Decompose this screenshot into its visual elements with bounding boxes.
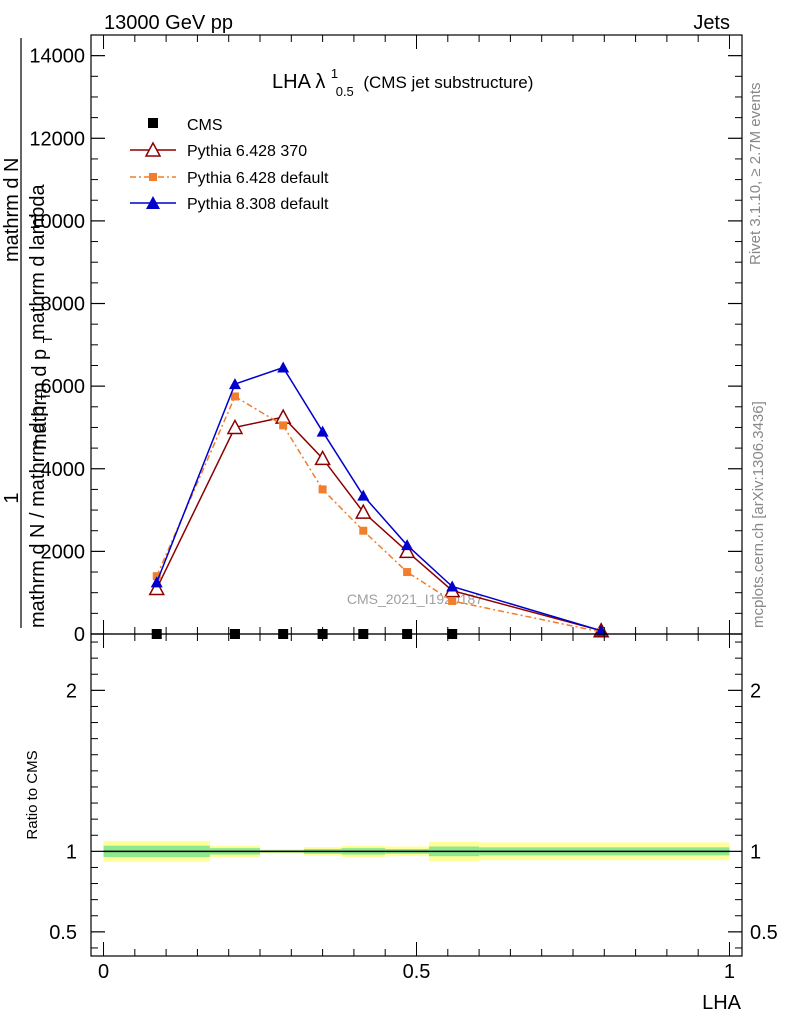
data-point-pythia-8-308-default [446,580,459,592]
main-x-ticks [103,35,730,634]
ratio-y-tick-label-right: 0.5 [750,922,778,944]
x-tick-label: 1 [724,961,735,983]
title-main-text: LHA λ [272,71,325,93]
ratio-y-axis: 0.5 0.5 1 1 2 2 [49,641,778,949]
data-point-pythia-6-428-370 [274,408,292,424]
header-category-label: Jets [693,12,730,34]
ratio-panel: 0.5 0.51 12 2 0 0.5 1 Ratio to CMS LHA [24,633,778,1014]
data-point-pythia-8-308-default [316,425,329,437]
x-tick-label: 0 [98,961,109,983]
main-series-group [148,361,610,639]
legend-marker-p6-370 [144,141,162,157]
ylabel-t-subscript: T [38,392,53,400]
main-y-tick-label: 8000 [41,294,86,316]
main-y-tick-label: 12000 [29,128,85,150]
ratio-y-tick-label-right: 2 [750,680,761,702]
ylabel-dn-dpt: mathrm d N / mathrm d p T [27,392,53,628]
ratio-y-tick-label: 2 [66,680,77,702]
data-point-pythia-8-308-default [277,361,290,373]
main-y-tick-label: 0 [74,624,85,646]
ylabel-mathrm-dp-text: mathrm d p [29,349,51,450]
title-superscript: 1 [331,66,338,81]
ylabel-mathrm-dp: mathrm d p T [29,335,55,450]
series-line-pythia-6-428-370 [156,416,602,632]
title-subscript: 0.5 [336,84,354,99]
main-y-axis: 0 2000 4000 6000 8000 10000 12000 14000 [29,46,742,646]
legend-label-p6-370: Pythia 6.428 370 [187,143,307,160]
ratio-y-tick-label-right: 1 [750,841,761,863]
ratio-y-tick-label: 0.5 [49,922,77,944]
x-tick-label: 0.5 [403,961,431,983]
legend-label-cms: CMS [187,117,223,134]
data-point-pythia-8-308-default [357,489,370,501]
series-line-pythia-8-308-default [156,366,602,632]
series-line-pythia-6-428-default [156,395,602,633]
ratio-x-axis: 0 0.5 1 [98,634,735,983]
data-point-pythia-6-428-default [359,526,368,535]
data-point-pythia-6-428-370 [226,418,244,435]
data-point-pythia-8-308-default [401,539,414,551]
header-energy-label: 13000 GeV pp [104,12,233,34]
data-point-pythia-6-428-default [448,596,457,605]
main-y-tick-label: 6000 [41,376,86,398]
ratio-plot-frame [90,633,743,957]
ratio-y-axis-label: Ratio to CMS [24,750,41,839]
data-point-pythia-6-428-370 [148,579,165,596]
main-chart-title: LHA λ 1 0.5 (CMS jet substructure) [272,61,533,101]
main-y-tick-label: 14000 [29,46,85,68]
x-axis-label: LHA [702,992,742,1014]
legend-marker-cms [148,118,158,128]
data-point-pythia-6-428-default [403,568,412,577]
data-point-pythia-8-308-default [150,576,163,588]
data-point-pythia-6-428-370 [398,542,416,559]
legend-label-p8-default: Pythia 8.308 default [187,196,329,213]
legend-label-p6-default: Pythia 6.428 default [187,170,329,187]
main-y-tick-label: 10000 [29,211,85,233]
ylabel-dn-dp-text: mathrm d N / mathrm d p [27,406,49,628]
ratio-band-group [103,840,730,862]
data-point-pythia-6-428-default [230,392,239,401]
main-y-tick-label: 4000 [41,459,86,481]
legend: CMS Pythia 6.428 370 Pythia 6.428 defaul… [130,117,329,213]
data-point-pythia-6-428-default [152,572,161,581]
data-point-pythia-6-428-370 [355,503,372,519]
data-point-pythia-6-428-default [318,485,327,494]
ylabel-mathrm-dn: mathrm d N [1,158,23,262]
main-y-axis-label: 1 mathrm d N / mathrm d p T mathrm d p T… [1,38,55,628]
data-point-pythia-6-428-default [279,421,288,430]
ylabel-mathrm-dlambda: mathrm d lambda [27,184,49,340]
main-y-tick-label: 2000 [41,541,86,563]
main-panel: CMS_2021_I1920187 0200040006000800010000… [1,34,743,646]
legend-marker-p6-default [149,173,157,181]
mcplots-label: mcplots.cern.ch [arXiv:1306.3436] [750,401,767,628]
data-point-pythia-8-308-default [228,378,241,390]
ylabel-numerator-one: 1 [1,492,23,503]
data-point-pythia-6-428-370 [314,449,331,466]
legend-marker-p8-default [146,196,160,209]
ylabel-t2-subscript: T [40,335,55,343]
rivet-version-label: Rivet 3.1.10, ≥ 2.7M events [747,83,764,266]
title-suffix: (CMS jet substructure) [363,73,533,92]
ratio-y-tick-label: 1 [66,841,77,863]
